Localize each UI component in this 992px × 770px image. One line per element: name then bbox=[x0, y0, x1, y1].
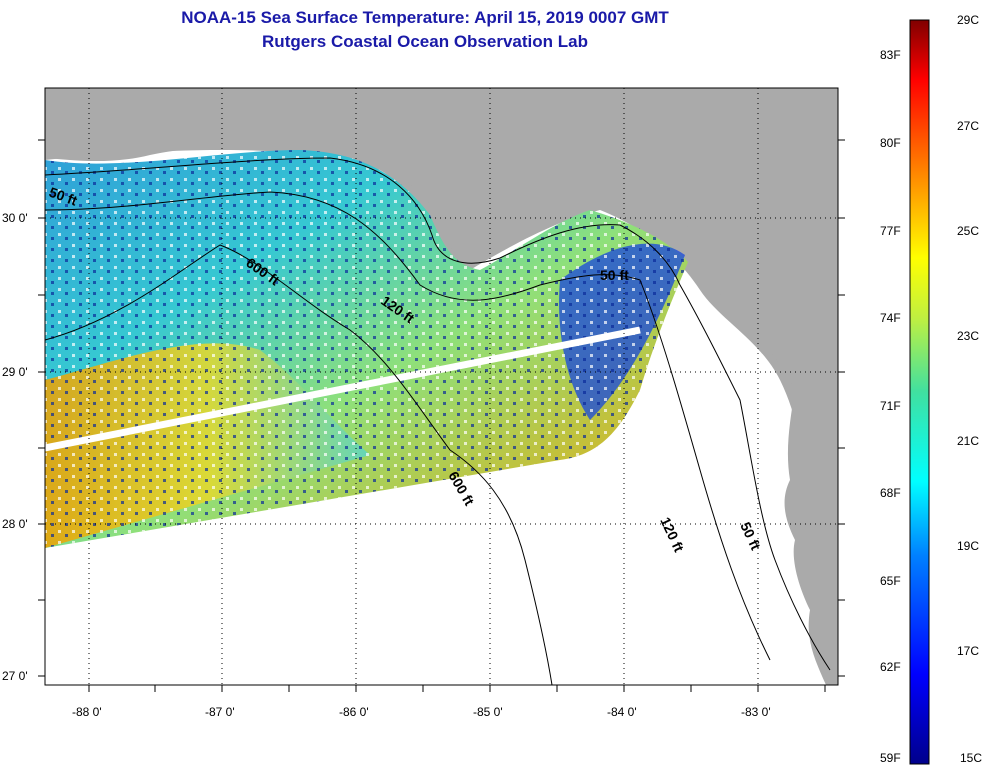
colorbar-f-label: 77F bbox=[880, 224, 901, 238]
contour-600ft bbox=[45, 244, 553, 685]
colorbar-c-label: 27C bbox=[957, 119, 979, 133]
colorbar-scale bbox=[909, 19, 930, 765]
colorbar-c-label: 19C bbox=[957, 539, 979, 553]
lat-label: 29 0' bbox=[2, 365, 28, 379]
coastline-east bbox=[700, 280, 838, 685]
colorbar-c-label: 17C bbox=[957, 644, 979, 658]
colorbar-f-label: 71F bbox=[880, 399, 901, 413]
right-ticks bbox=[838, 139, 845, 677]
contour-120ft bbox=[45, 191, 771, 661]
graticule bbox=[45, 88, 838, 685]
lon-label: -88 0' bbox=[72, 705, 102, 719]
lon-label: -84 0' bbox=[607, 705, 637, 719]
lat-label: 27 0' bbox=[2, 669, 28, 683]
lon-label: -83 0' bbox=[741, 705, 771, 719]
swath-speckle bbox=[45, 150, 688, 548]
coastline-north bbox=[45, 88, 838, 300]
colorbar-f-label: 59F bbox=[880, 751, 901, 765]
colorbar-c-label: 25C bbox=[957, 224, 979, 238]
colorbar-f-label: 68F bbox=[880, 486, 901, 500]
colorbar-f-label: 80F bbox=[880, 136, 901, 150]
colorbar-f-label: 74F bbox=[880, 311, 901, 325]
colorbar-c-label: 29C bbox=[957, 13, 979, 27]
colorbar-c-label: 21C bbox=[957, 434, 979, 448]
lat-label: 28 0' bbox=[2, 517, 28, 531]
scan-gap-line bbox=[45, 326, 641, 452]
lon-label: -85 0' bbox=[473, 705, 503, 719]
lat-label: 30 0' bbox=[2, 211, 28, 225]
contour-50ft bbox=[45, 157, 831, 671]
map-subtitle: Rutgers Coastal Ocean Observation Lab bbox=[262, 32, 588, 51]
lon-label: -87 0' bbox=[205, 705, 235, 719]
colorbar-f-label: 62F bbox=[880, 660, 901, 674]
colorbar-f-label: 83F bbox=[880, 48, 901, 62]
lon-ticks bbox=[88, 685, 826, 692]
colorbar-f-label: 65F bbox=[880, 574, 901, 588]
colorbar-c-label: 15C bbox=[960, 751, 982, 765]
map-frame bbox=[44, 87, 839, 686]
colorbar-c-label: 23C bbox=[957, 329, 979, 343]
lat-ticks bbox=[38, 139, 45, 677]
map-title: NOAA-15 Sea Surface Temperature: April 1… bbox=[181, 8, 669, 27]
contour-label: 50 ft bbox=[600, 267, 629, 283]
lon-label: -86 0' bbox=[339, 705, 369, 719]
